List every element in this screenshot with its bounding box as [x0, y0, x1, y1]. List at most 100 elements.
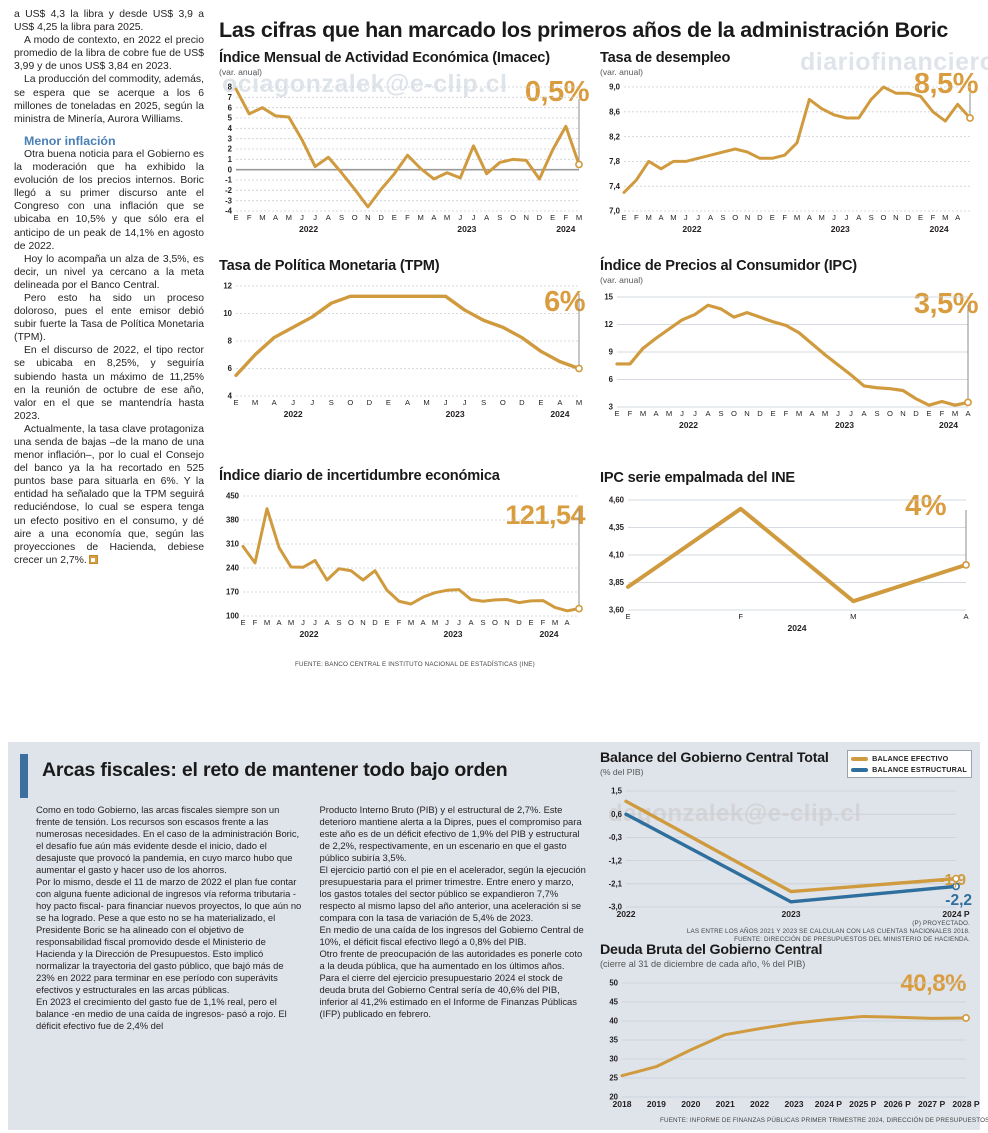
svg-text:M: M — [252, 398, 258, 407]
svg-text:2024: 2024 — [930, 224, 949, 234]
chart-subtitle: (var. anual) — [600, 275, 643, 285]
svg-text:M: M — [432, 618, 438, 627]
svg-text:15: 15 — [604, 293, 613, 302]
svg-text:J: J — [836, 409, 840, 418]
svg-text:2023: 2023 — [835, 420, 854, 430]
end-mark-icon — [88, 554, 98, 564]
svg-text:30: 30 — [609, 1055, 618, 1064]
svg-text:A: A — [963, 612, 969, 621]
svg-text:2024 P: 2024 P — [815, 1099, 843, 1109]
svg-text:2023: 2023 — [781, 909, 800, 919]
svg-text:M: M — [418, 213, 424, 222]
svg-text:E: E — [384, 618, 389, 627]
fiscal-paragraph: Para el cierre del ejercicio presupuesta… — [319, 972, 577, 1019]
article-paragraph: En el discurso de 2022, el tipo rector s… — [14, 345, 204, 422]
svg-text:-2: -2 — [225, 186, 233, 195]
svg-text:A: A — [420, 618, 426, 627]
svg-text:8,6: 8,6 — [609, 108, 621, 117]
svg-text:O: O — [500, 398, 506, 407]
svg-text:3,60: 3,60 — [609, 606, 625, 615]
chart-plot: 1,5 0,6 -0,3 -1,2 -2,1 -3,0 2022 2023 2024 P — [600, 781, 972, 933]
svg-text:12: 12 — [223, 282, 232, 291]
fiscal-paragraph: En medio de una caída de los ingresos de… — [319, 924, 584, 947]
svg-text:4,35: 4,35 — [609, 523, 625, 532]
svg-text:3: 3 — [609, 403, 614, 412]
svg-text:J: J — [680, 409, 684, 418]
svg-text:A: A — [809, 409, 815, 418]
chart-title: IPC serie empalmada del INE — [600, 470, 795, 486]
chart-imacec: Índice Mensual de Actividad Económica (I… — [219, 50, 591, 241]
fiscal-paragraph: Por lo mismo, desde el 11 de marzo de 20… — [36, 876, 302, 995]
chart-callout-value: 40,8% — [900, 970, 966, 997]
svg-text:45: 45 — [609, 998, 618, 1007]
svg-text:4,60: 4,60 — [609, 496, 625, 505]
chart-source-note: FUENTE: BANCO CENTRAL E INSTITUTO NACION… — [295, 661, 535, 668]
svg-text:E: E — [528, 618, 533, 627]
svg-text:E: E — [538, 398, 543, 407]
svg-text:310: 310 — [226, 540, 240, 549]
svg-text:7,8: 7,8 — [609, 157, 621, 166]
svg-text:M: M — [666, 409, 672, 418]
chart-title: Tasa de desempleo — [600, 50, 731, 66]
svg-text:J: J — [684, 213, 688, 222]
svg-text:A: A — [324, 618, 330, 627]
legend-item-estructural: BALANCE ESTRUCTURAL — [851, 764, 967, 775]
svg-text:M: M — [576, 213, 582, 222]
svg-text:F: F — [563, 213, 568, 222]
svg-text:J: J — [313, 213, 317, 222]
svg-text:2028 P: 2028 P — [952, 1099, 980, 1109]
svg-text:M: M — [286, 213, 292, 222]
svg-text:4,10: 4,10 — [609, 551, 625, 560]
svg-text:O: O — [887, 409, 893, 418]
svg-text:8: 8 — [228, 337, 233, 346]
svg-text:F: F — [940, 409, 945, 418]
svg-text:2022: 2022 — [299, 224, 318, 234]
svg-text:2018: 2018 — [612, 1099, 631, 1109]
article-paragraph: Pero esto ha sido un proceso doloroso, p… — [14, 292, 204, 344]
svg-text:2022: 2022 — [284, 409, 303, 419]
legend-swatch-efectivo — [851, 756, 869, 761]
svg-text:N: N — [745, 213, 750, 222]
svg-text:M: M — [259, 213, 265, 222]
svg-text:A: A — [272, 398, 278, 407]
svg-text:1,5: 1,5 — [611, 787, 623, 796]
svg-text:2022: 2022 — [679, 420, 698, 430]
svg-text:J: J — [457, 618, 461, 627]
svg-text:A: A — [659, 213, 665, 222]
svg-text:A: A — [807, 213, 813, 222]
chart-title: Índice de Precios al Consumidor (IPC) — [600, 258, 857, 274]
svg-text:J: J — [845, 213, 849, 222]
chart-plot: 12 10 8 6 4 E M A J J S O D E A M J J S O D E A M 2022 2023 2024 — [219, 278, 591, 426]
svg-text:8,2: 8,2 — [609, 132, 621, 141]
svg-text:170: 170 — [226, 588, 240, 597]
svg-text:E: E — [621, 213, 626, 222]
svg-text:4: 4 — [228, 124, 233, 133]
svg-text:6: 6 — [228, 103, 233, 112]
svg-text:M: M — [552, 618, 558, 627]
svg-text:2019: 2019 — [647, 1099, 666, 1109]
svg-text:2026 P: 2026 P — [884, 1099, 912, 1109]
top-section: ociagonzalek@e-clip.cl diariofinanciero … — [14, 9, 988, 668]
legend-label: BALANCE ESTRUCTURAL — [872, 765, 967, 774]
svg-text:D: D — [372, 618, 378, 627]
svg-text:-3,0: -3,0 — [609, 903, 623, 912]
series-end-label-efectivo: -1,9 — [939, 872, 966, 889]
chart-balance: Balance del Gobierno Central Total (% de… — [600, 750, 972, 943]
fiscal-panel: dagonzalek@e-clip.cl Arcas fiscales: el … — [8, 742, 988, 1130]
chart-plot: 9,0 8,6 8,2 7,8 7,4 7,0 E F M A M J J A S O N D E F M A M J J A S O… — [600, 81, 980, 241]
svg-text:E: E — [770, 213, 775, 222]
svg-text:7,4: 7,4 — [609, 182, 621, 191]
svg-text:J: J — [458, 213, 462, 222]
chart-callout-value: 121,54 — [505, 500, 585, 530]
svg-text:J: J — [310, 398, 314, 407]
svg-text:J: J — [472, 213, 476, 222]
svg-text:F: F — [397, 618, 402, 627]
chart-plot: 450 380 310 240 170 100 E F M A M J J A S O N D E F M A M J J A S O… — [219, 488, 591, 646]
chart-title: Tasa de Política Monetaria (TPM) — [219, 258, 440, 274]
chart-plot: 50 45 40 35 30 25 20 2018 2019 2020 2021 2022 2023 20… — [600, 973, 980, 1123]
chart-deuda: Deuda Bruta del Gobierno Central (cierre… — [600, 942, 988, 1124]
svg-text:M: M — [423, 398, 429, 407]
svg-text:S: S — [874, 409, 879, 418]
svg-text:2021: 2021 — [716, 1099, 735, 1109]
svg-text:N: N — [523, 213, 528, 222]
